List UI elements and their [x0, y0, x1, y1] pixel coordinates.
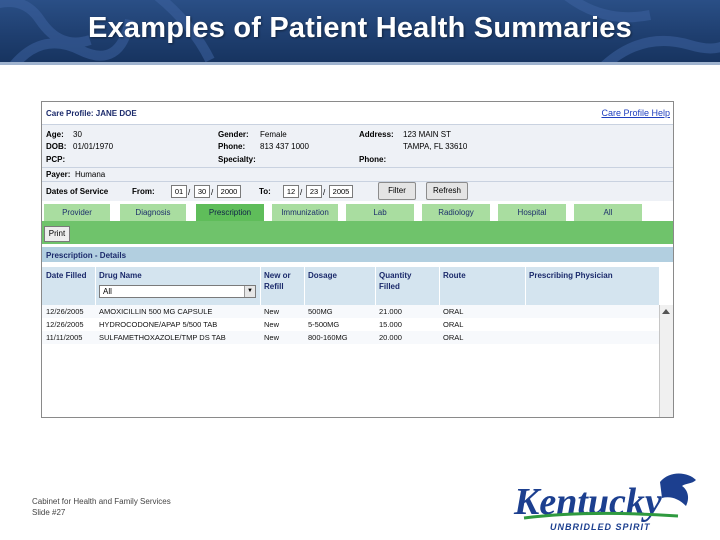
- date-separator: /: [300, 188, 303, 197]
- info-divider-2: [42, 181, 673, 182]
- footer-org: Cabinet for Health and Family Services: [32, 497, 171, 506]
- to-month-input[interactable]: 12: [283, 185, 299, 198]
- from-month-input[interactable]: 01: [171, 185, 187, 198]
- cell-dosage: 500MG: [308, 307, 333, 316]
- payer-label: Payer:: [46, 170, 71, 179]
- from-day-input[interactable]: 30: [194, 185, 210, 198]
- care-profile-title: Care Profile: JANE DOE: [46, 109, 137, 118]
- gender-value: Female: [260, 130, 287, 139]
- column-prescribing-physician: Prescribing Physician: [529, 271, 613, 280]
- details-title: Prescription - Details: [46, 251, 127, 260]
- table-scrollbar[interactable]: [659, 305, 673, 417]
- patient-info: Age: 30 DOB: 01/01/1970 PCP: Gender: Fem…: [42, 124, 673, 201]
- print-button[interactable]: Print: [44, 226, 70, 242]
- slide-title: Examples of Patient Health Summaries: [88, 12, 632, 44]
- cell-date: 12/26/2005: [46, 320, 84, 329]
- banner-decoration: [0, 0, 720, 62]
- from-year-input[interactable]: 2000: [217, 185, 241, 198]
- column-quantity-filled: Quantity Filled: [379, 271, 412, 291]
- tab-diagnosis[interactable]: Diagnosis: [120, 204, 186, 221]
- slide-footer: Cabinet for Health and Family Services S…: [32, 496, 171, 518]
- horse-head-icon: [660, 473, 696, 506]
- phone2-label: Phone:: [359, 155, 387, 164]
- to-day-input[interactable]: 23: [306, 185, 322, 198]
- cell-drug: HYDROCODONE/APAP 5/500 TAB: [99, 320, 218, 329]
- filter-button[interactable]: Filter: [378, 182, 416, 200]
- toolbar: [42, 221, 673, 244]
- cell-drug: AMOXICILLIN 500 MG CAPSULE: [99, 307, 213, 316]
- date-separator: /: [323, 188, 326, 197]
- payer-value: Humana: [75, 170, 106, 179]
- tab-all[interactable]: All: [574, 204, 642, 221]
- from-label: From:: [132, 187, 155, 196]
- slide-header: Examples of Patient Health Summaries: [0, 0, 720, 62]
- age-value: 30: [73, 130, 82, 139]
- cell-refill: New: [264, 333, 280, 342]
- phone-value: 813 437 1000: [260, 142, 309, 151]
- dob-value: 01/01/1970: [73, 142, 114, 151]
- cell-route: ORAL: [443, 320, 464, 329]
- chevron-down-icon[interactable]: ▼: [244, 286, 255, 297]
- age-label: Age:: [46, 130, 64, 139]
- gender-label: Gender:: [218, 130, 249, 139]
- column-date-filled: Date Filled: [46, 271, 87, 280]
- footer-slide-number: Slide #27: [32, 508, 66, 517]
- date-separator: /: [188, 188, 191, 197]
- cell-refill: New: [264, 307, 280, 316]
- cell-refill: New: [264, 320, 280, 329]
- specialty-label: Specialty:: [218, 155, 256, 164]
- logo-tagline: UNBRIDLED SPIRIT: [550, 522, 651, 532]
- cell-quantity: 20.000: [379, 333, 402, 342]
- to-year-input[interactable]: 2005: [329, 185, 353, 198]
- cell-date: 11/11/2005: [46, 333, 83, 342]
- cell-date: 12/26/2005: [46, 307, 84, 316]
- tab-immunization[interactable]: Immunization: [272, 204, 338, 221]
- tab-prescription[interactable]: Prescription: [196, 204, 264, 221]
- column-dosage: Dosage: [308, 271, 337, 280]
- header-rule: [0, 62, 720, 65]
- cell-route: ORAL: [443, 307, 464, 316]
- address-line2: TAMPA, FL 33610: [403, 142, 468, 151]
- kentucky-logo: Kentucky UNBRIDLED SPIRIT: [513, 473, 696, 532]
- care-profile-bar: [42, 107, 673, 121]
- to-label: To:: [259, 187, 271, 196]
- column-drug-name: Drug Name: [99, 271, 142, 280]
- details-header: [42, 247, 673, 262]
- column-route: Route: [443, 271, 466, 280]
- cell-dosage: 800-160MG: [308, 333, 348, 342]
- tab-provider[interactable]: Provider: [44, 204, 110, 221]
- cell-quantity: 21.000: [379, 307, 402, 316]
- dates-of-service-label: Dates of Service: [46, 187, 109, 196]
- pcp-label: PCP:: [46, 155, 66, 164]
- table-row[interactable]: 12/26/2005 HYDROCODONE/APAP 5/500 TAB Ne…: [42, 318, 659, 331]
- cell-drug: SULFAMETHOXAZOLE/TMP DS TAB: [99, 333, 226, 342]
- table-row[interactable]: 12/26/2005 AMOXICILLIN 500 MG CAPSULE Ne…: [42, 305, 659, 318]
- scroll-up-arrow-icon[interactable]: [662, 309, 670, 314]
- info-divider: [42, 167, 673, 168]
- dob-label: DOB:: [46, 142, 67, 151]
- tab-hospital[interactable]: Hospital: [498, 204, 566, 221]
- cell-quantity: 15.000: [379, 320, 402, 329]
- date-separator: /: [211, 188, 214, 197]
- tab-radiology[interactable]: Radiology: [422, 204, 490, 221]
- tab-bar: Provider Diagnosis Prescription Immuniza…: [42, 204, 673, 221]
- care-profile-window: Care Profile: JANE DOE Care Profile Help…: [41, 101, 674, 418]
- care-profile-help-link[interactable]: Care Profile Help: [601, 108, 670, 118]
- address-label: Address:: [359, 130, 394, 139]
- table-row[interactable]: 11/11/2005 SULFAMETHOXAZOLE/TMP DS TAB N…: [42, 331, 659, 344]
- column-new-or-refill: New or Refill: [264, 271, 291, 291]
- tab-lab[interactable]: Lab: [346, 204, 414, 221]
- refresh-button[interactable]: Refresh: [426, 182, 468, 200]
- cell-route: ORAL: [443, 333, 464, 342]
- cell-dosage: 5-500MG: [308, 320, 340, 329]
- drug-filter-value: All: [103, 287, 112, 296]
- drug-filter-select[interactable]: All ▼: [99, 285, 256, 298]
- logo-swoosh: [523, 511, 679, 520]
- address-line1: 123 MAIN ST: [403, 130, 452, 139]
- phone-label: Phone:: [218, 142, 246, 151]
